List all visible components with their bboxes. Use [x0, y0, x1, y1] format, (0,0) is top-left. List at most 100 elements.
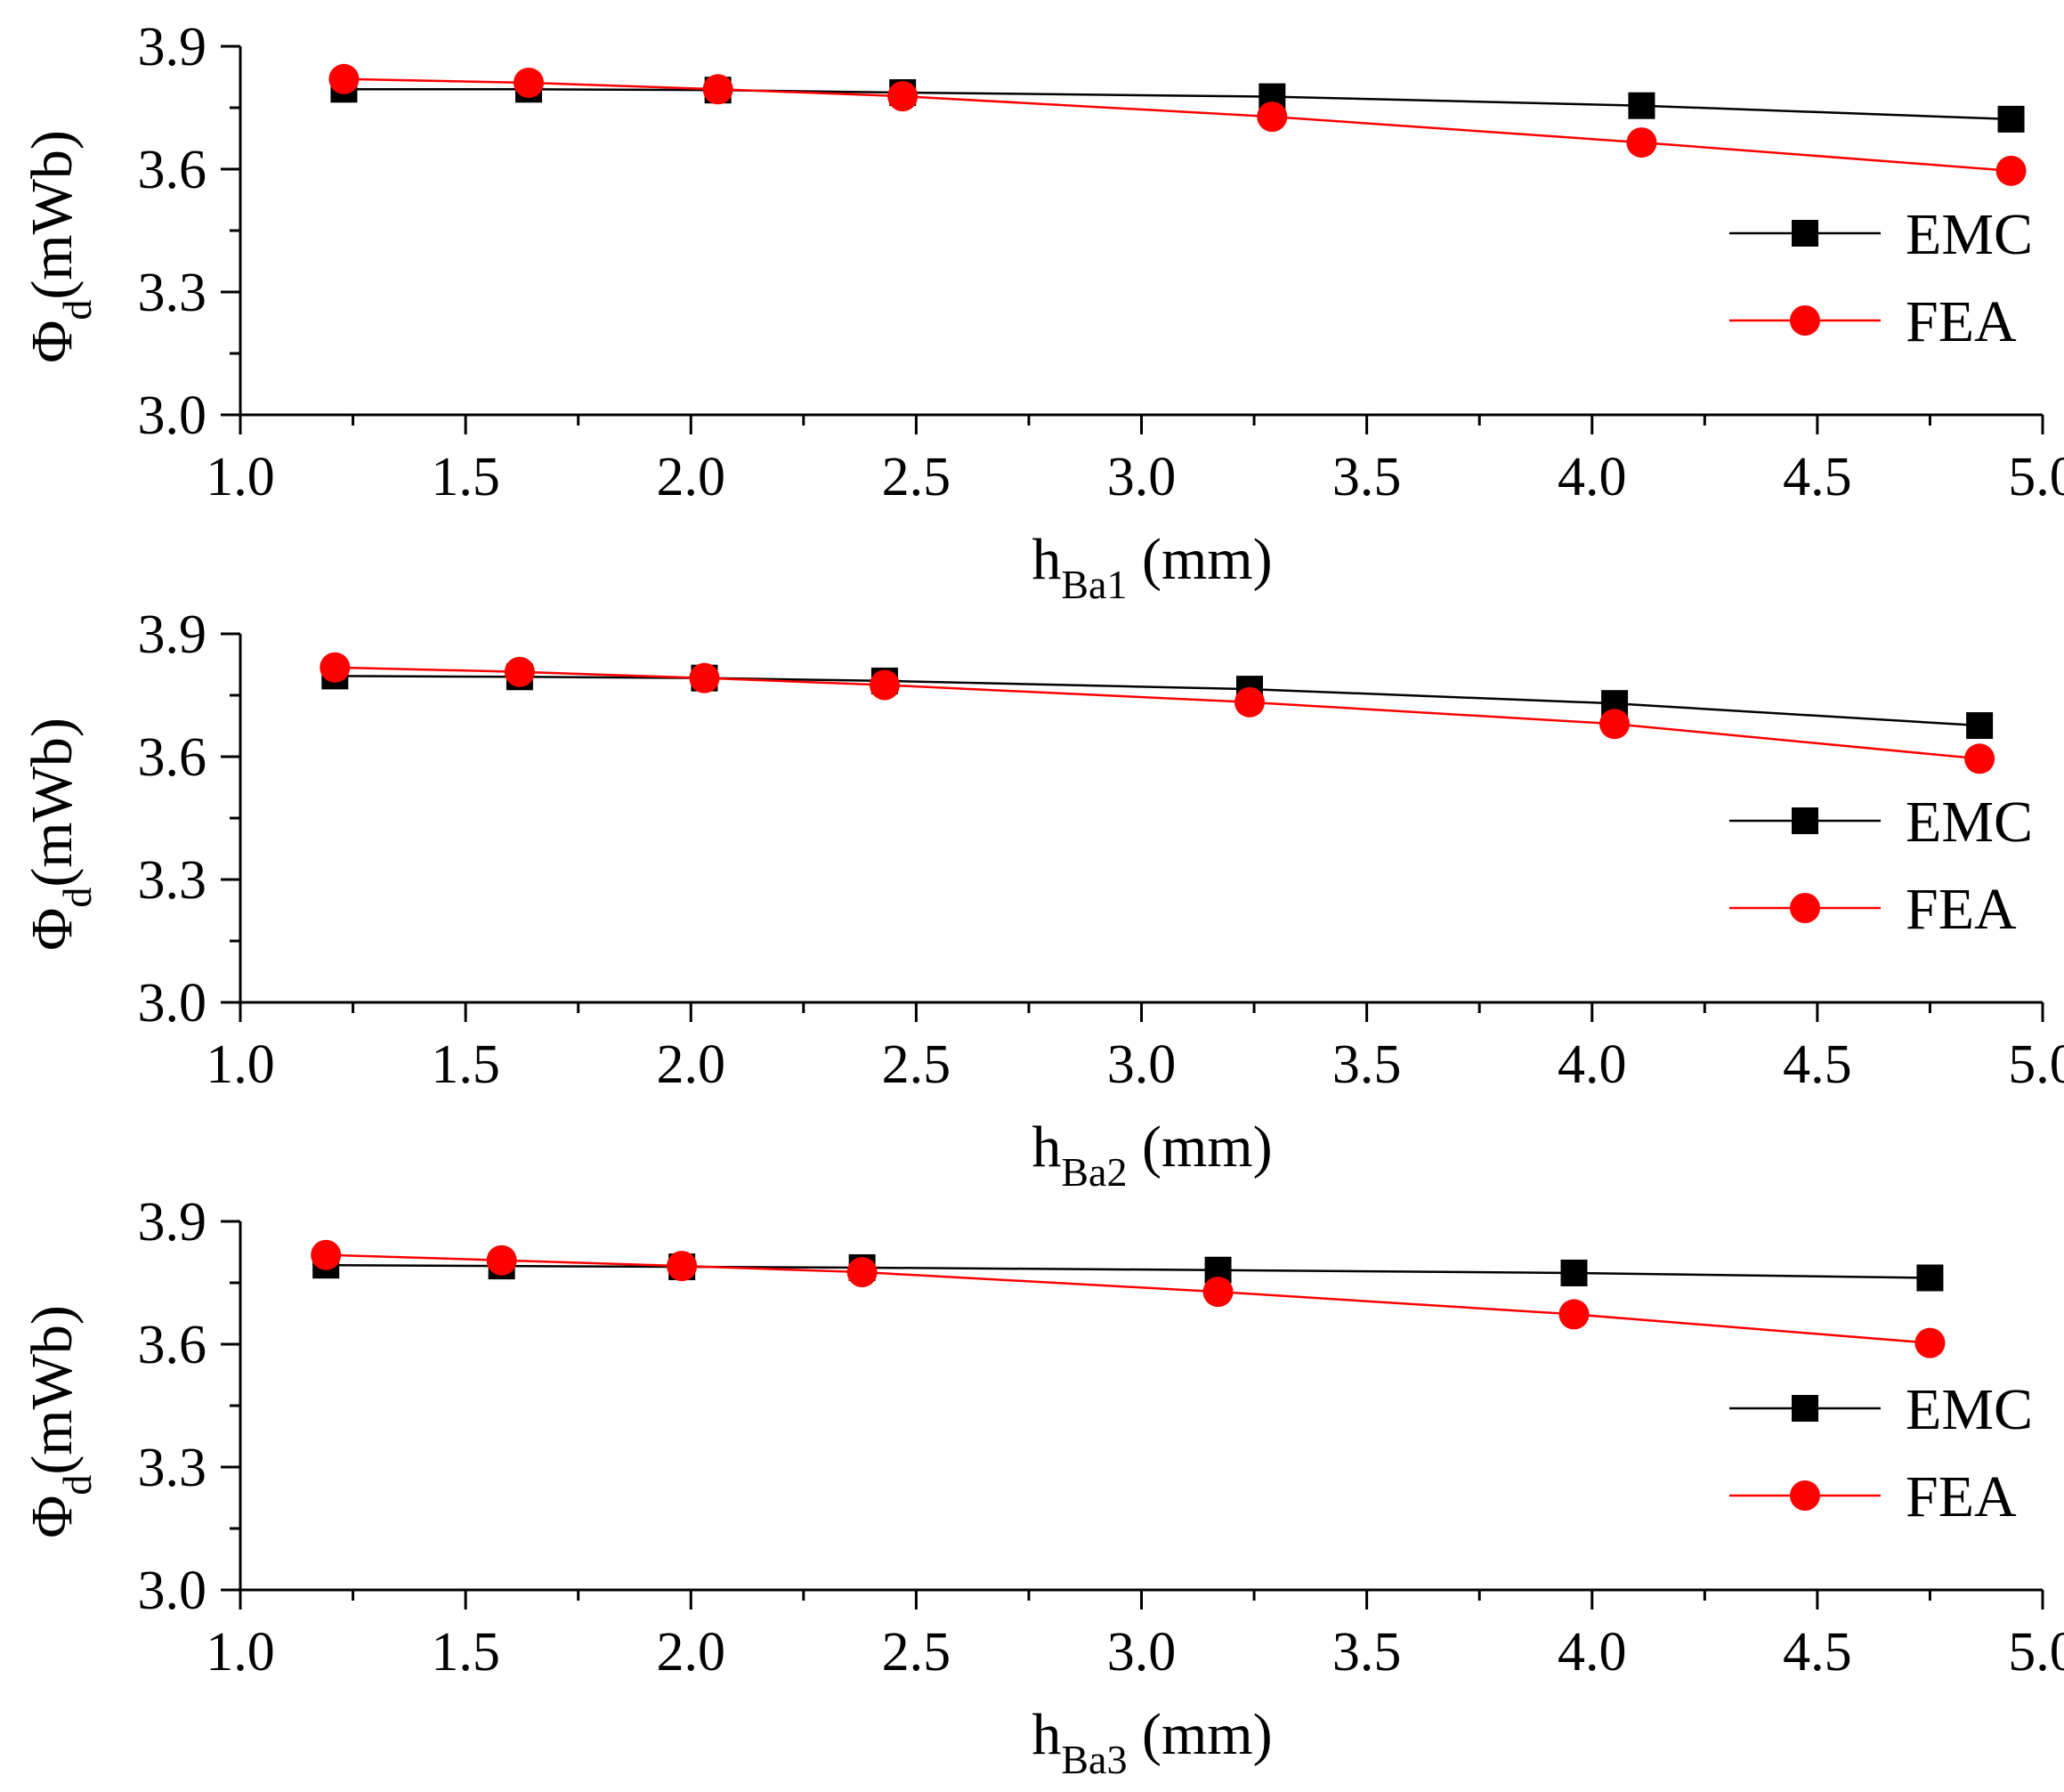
data-point-fea	[1558, 1299, 1590, 1330]
y-axis-title-subscript: d	[54, 300, 100, 320]
legend-label-fea: FEA	[1906, 289, 2017, 354]
y-axis-title-unit: (mWb)	[20, 718, 85, 888]
y-axis-title-unit: (mWb)	[20, 1305, 85, 1475]
data-point-fea	[311, 1239, 342, 1270]
series-line-emc	[335, 675, 1980, 727]
chart-panel-1: 1.0 1.5 2.0 2.5 3.0 3.5 4.0 4.5 5.0 3.0 3.3 3.6 3.9 h…	[20, 17, 2064, 607]
x-tick-label: 1.0	[206, 447, 275, 507]
data-point-fea	[1964, 743, 1995, 774]
y-axis-title-symbol: Φ	[20, 320, 85, 363]
data-point-fea	[486, 1245, 517, 1276]
data-point-fea	[702, 74, 733, 105]
y-axis-title-symbol: Φ	[20, 908, 85, 951]
x-tick-label: 2.0	[657, 1622, 726, 1683]
x-tick-label: 5.0	[2008, 447, 2064, 507]
y-tick-label: 3.6	[138, 140, 207, 200]
data-point-fea	[689, 662, 720, 693]
x-tick-label: 5.0	[2008, 1622, 2064, 1683]
x-axis-title-unit: (mm)	[1127, 1115, 1272, 1180]
x-axis-title-subscript: Ba3	[1061, 1737, 1127, 1782]
legend-label-fea: FEA	[1906, 1464, 2017, 1529]
data-point-emc	[1966, 712, 1994, 740]
y-tick-label: 3.3	[138, 263, 207, 323]
legend-label-emc: EMC	[1906, 790, 2033, 855]
data-point-fea	[1914, 1327, 1946, 1358]
data-point-fea	[887, 81, 919, 112]
y-tick-label: 3.3	[138, 850, 207, 911]
legend-marker-fea	[1790, 1480, 1820, 1511]
legend-marker-emc	[1792, 807, 1818, 834]
x-tick-label: 4.5	[1783, 1034, 1852, 1095]
data-point-fea	[1202, 1277, 1234, 1308]
data-point-fea	[1995, 155, 2027, 186]
x-axis-title-unit: (mm)	[1127, 1702, 1272, 1767]
x-tick-label: 1.0	[206, 1034, 275, 1095]
data-point-fea	[504, 656, 535, 687]
data-point-emc	[1560, 1259, 1588, 1286]
x-tick-label: 4.5	[1783, 447, 1852, 507]
y-tick-label: 3.0	[138, 1561, 207, 1621]
legend-marker-fea	[1790, 893, 1820, 923]
y-tick-label: 3.3	[138, 1438, 207, 1498]
x-tick-label: 4.0	[1558, 1034, 1627, 1095]
x-tick-label: 4.0	[1558, 1622, 1627, 1683]
x-tick-label: 2.5	[882, 447, 951, 507]
chart-panel-3: 1.0 1.5 2.0 2.5 3.0 3.5 4.0 4.5 5.0 3.0 3.3 3.6 3.9 h…	[20, 1192, 2064, 1782]
chart-panel-2: 1.0 1.5 2.0 2.5 3.0 3.5 4.0 4.5 5.0 3.0 3.3 3.6 3.9 h…	[20, 604, 2064, 1195]
y-tick-label: 3.9	[138, 17, 207, 77]
x-axis-title-subscript: Ba1	[1061, 562, 1127, 607]
data-point-fea	[869, 669, 900, 701]
y-tick-label: 3.9	[138, 1192, 207, 1253]
x-tick-label: 1.5	[431, 1622, 500, 1683]
legend-marker-emc	[1792, 1395, 1818, 1422]
x-axis-title-main: h	[1032, 1702, 1061, 1767]
series-line-fea	[326, 1253, 1930, 1344]
y-axis-title: Φd(mWb)	[20, 1305, 100, 1538]
x-tick-label: 2.0	[657, 447, 726, 507]
y-tick-label: 3.0	[138, 385, 207, 446]
y-axis-title-symbol: Φ	[20, 1496, 85, 1538]
x-axis-title: hBa1 (mm)	[1032, 527, 1272, 607]
y-tick-label: 3.9	[138, 604, 207, 665]
x-tick-label: 4.0	[1558, 447, 1627, 507]
x-axis-title: hBa2 (mm)	[1032, 1115, 1272, 1195]
x-tick-label: 5.0	[2008, 1034, 2064, 1095]
data-point-fea	[514, 67, 544, 98]
x-tick-label: 3.0	[1107, 447, 1177, 507]
data-point-fea	[667, 1251, 698, 1282]
data-point-fea	[1626, 127, 1657, 158]
y-tick-label: 3.6	[138, 1315, 207, 1375]
y-tick-label: 3.0	[138, 973, 207, 1034]
x-tick-label: 3.5	[1332, 1034, 1402, 1095]
x-tick-label: 1.5	[431, 447, 500, 507]
y-axis-title-subscript: d	[54, 888, 100, 908]
y-axis-title-subscript: d	[54, 1475, 100, 1496]
x-axis-title: hBa3 (mm)	[1032, 1702, 1272, 1782]
x-axis-title-subscript: Ba2	[1061, 1149, 1127, 1195]
data-point-emc	[1997, 105, 2025, 133]
y-tick-label: 3.6	[138, 727, 207, 788]
x-tick-label: 3.5	[1332, 1622, 1402, 1683]
legend-marker-fea	[1790, 305, 1820, 336]
data-point-fea	[1257, 101, 1288, 133]
y-axis-title: Φd(mWb)	[20, 130, 100, 363]
legend-label-emc: EMC	[1906, 1377, 2033, 1442]
x-tick-label: 3.0	[1107, 1034, 1177, 1095]
series-line-emc	[326, 1263, 1930, 1279]
x-axis-title-main: h	[1032, 527, 1061, 592]
legend-marker-emc	[1792, 220, 1818, 247]
y-axis-title-unit: (mWb)	[20, 130, 85, 300]
data-point-fea	[846, 1257, 878, 1288]
x-tick-label: 2.0	[657, 1034, 726, 1095]
data-point-fea	[1599, 709, 1631, 740]
legend-label-emc: EMC	[1906, 202, 2033, 267]
x-axis-title-unit: (mm)	[1127, 527, 1272, 592]
x-tick-label: 4.5	[1783, 1622, 1852, 1683]
data-point-fea	[320, 652, 351, 683]
x-tick-label: 1.0	[206, 1622, 275, 1683]
data-point-fea	[1234, 686, 1265, 718]
x-axis-title-main: h	[1032, 1115, 1061, 1180]
x-tick-label: 1.5	[431, 1034, 500, 1095]
data-point-fea	[328, 63, 360, 94]
